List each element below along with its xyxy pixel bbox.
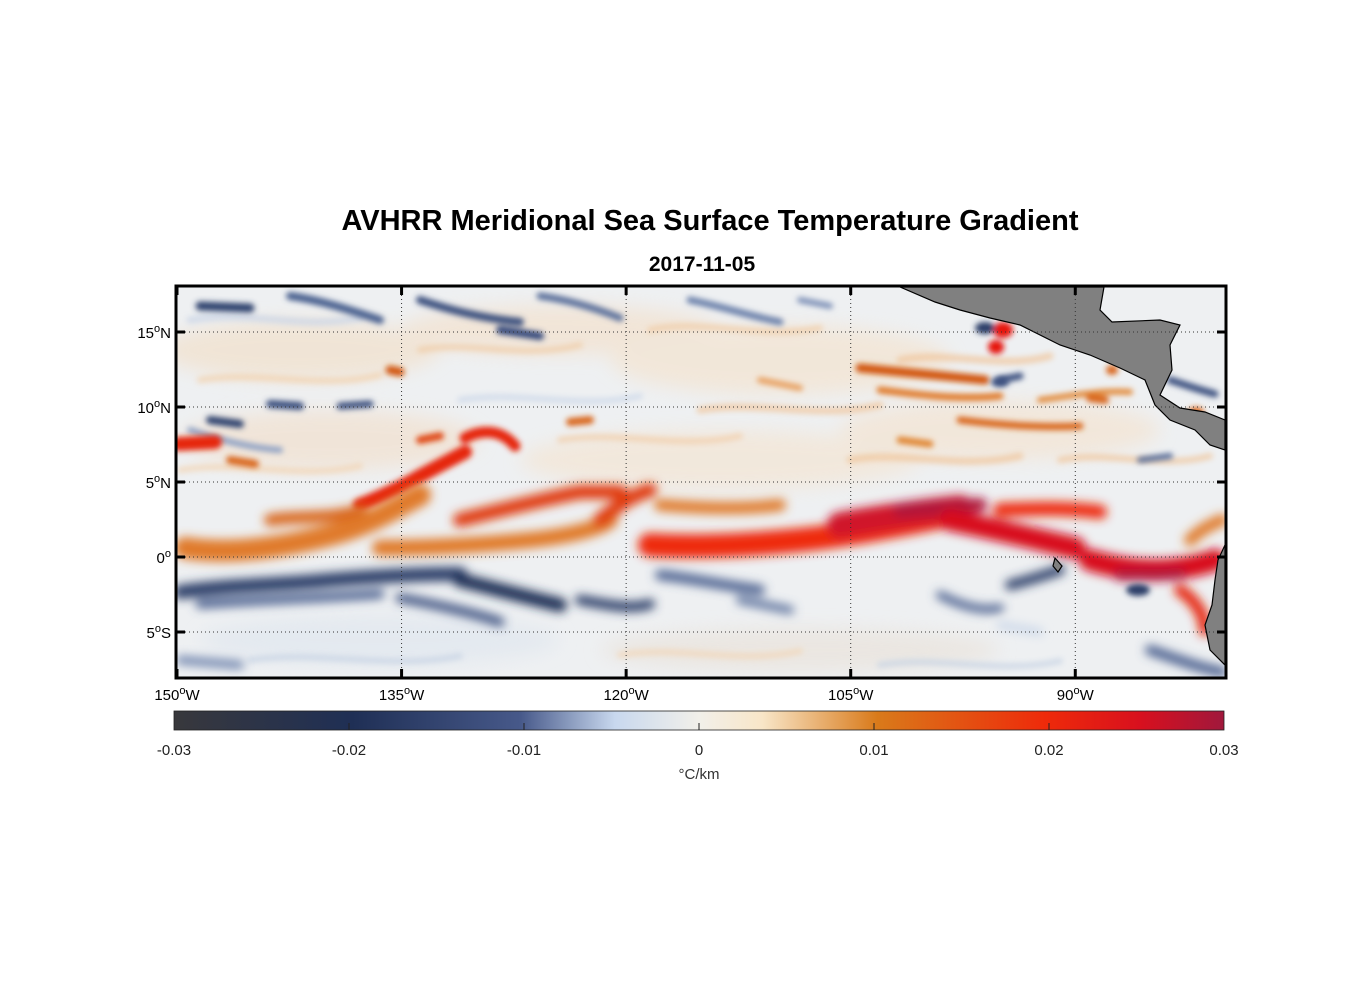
colorbar-axis: -0.03 -0.02 -0.01 0 0.01 0.02 0.03 (157, 723, 1239, 759)
colorbar-tick-label: 0.01 (859, 742, 888, 759)
lon-tick-label: 150oW (154, 685, 200, 704)
colorbar-units: °C/km (679, 766, 720, 783)
figure-subtitle: 2017-11-05 (648, 253, 756, 276)
lon-tick-label: 90oW (1057, 685, 1095, 704)
longitude-axis: 150oW 135oW 120oW 105oW 90oW (154, 286, 1095, 704)
colorbar-tick-label: -0.03 (157, 742, 191, 759)
figure-title: AVHRR Meridional Sea Surface Temperature… (341, 205, 1079, 237)
colorbar-tick-label: 0.03 (1209, 742, 1238, 759)
colorbar-tick-label: 0.02 (1034, 742, 1063, 759)
colorbar-tick-label: -0.02 (332, 742, 366, 759)
lat-tick-label: 0o (157, 548, 171, 567)
lon-tick-label: 120oW (603, 685, 649, 704)
lat-tick-label: 10oN (137, 398, 171, 417)
latitude-axis: 15oN 10oN 5oN 0o 5oS (137, 323, 1226, 642)
lon-tick-label: 135oW (379, 685, 425, 704)
colorbar-tick-label: -0.01 (507, 742, 541, 759)
lat-tick-label: 15oN (137, 323, 171, 342)
grid-lines (177, 287, 1225, 677)
lat-tick-label: 5oN (146, 473, 171, 492)
lat-tick-label: 5oS (147, 623, 171, 642)
land (899, 287, 1225, 666)
lon-tick-label: 105oW (828, 685, 874, 704)
colorbar-tick-label: 0 (695, 742, 703, 759)
